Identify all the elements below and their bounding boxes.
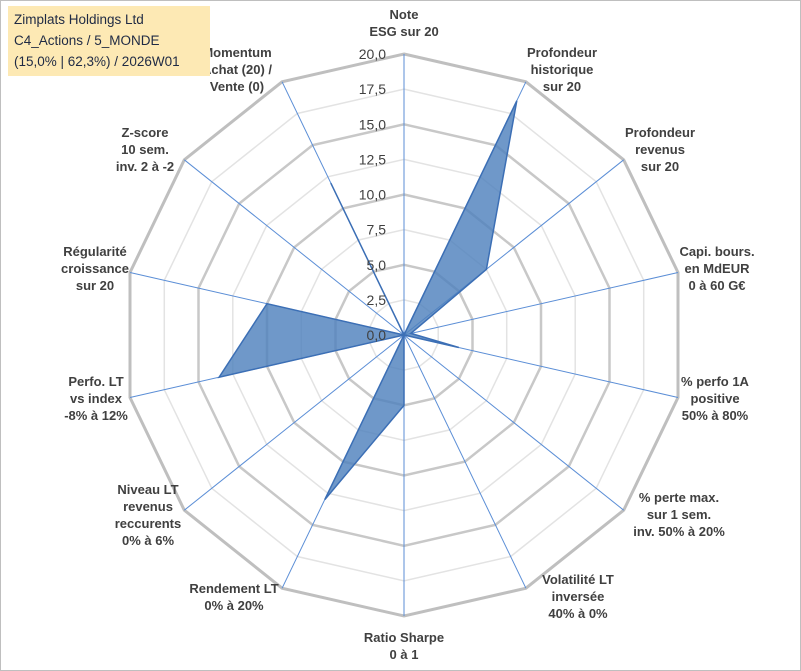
axis-label-6-line-2: sur 1 sem.: [647, 507, 711, 522]
axis-label-1-line-1: Note: [390, 7, 419, 22]
tick-label-1: 2,5: [367, 292, 387, 308]
axis-label-11-line-3: -8% à 12%: [64, 408, 128, 423]
axis-label-12-line-1: Régularité: [63, 244, 127, 259]
axis-label-11-line-2: vs index: [70, 391, 123, 406]
axis-label-6-line-1: % perte max.: [639, 490, 719, 505]
axis-label-13-line-1: Z-score: [122, 125, 169, 140]
axis-label-14-line-3: Vente (0): [210, 79, 264, 94]
axis-label-14-line-1: Momentum: [202, 45, 271, 60]
title-line-stats: (15,0% | 62,3%) / 2026W01: [14, 54, 180, 69]
series-area-1: [217, 100, 518, 501]
axis-label-8-line-1: Ratio Sharpe: [364, 630, 444, 645]
axis-label-9-line-1: Rendement LT: [189, 581, 278, 596]
axis-label-10-line-4: 0% à 6%: [122, 533, 174, 548]
tick-label-4: 10,0: [359, 187, 386, 203]
title-line-company: Zimplats Holdings Ltd: [14, 12, 144, 27]
axis-label-11-line-1: Perfo. LT: [68, 374, 123, 389]
axis-label-10-line-3: reccurents: [115, 516, 181, 531]
axis-label-10-line-1: Niveau LT: [117, 482, 178, 497]
axis-spoke-13: [183, 159, 405, 336]
tick-label-8: 20,0: [359, 46, 386, 62]
axis-spoke-10: [183, 334, 405, 511]
title-line-category: C4_Actions / 5_MONDE: [14, 33, 160, 48]
axis-label-13-line-3: inv. 2 à -2: [116, 159, 174, 174]
axis-label-5-line-1: % perfo 1A: [681, 374, 750, 389]
axis-label-8-line-2: 0 à 1: [390, 647, 419, 662]
axis-label-7-line-2: inversée: [552, 589, 605, 604]
axis-label-3-line-2: revenus: [635, 142, 685, 157]
axis-label-2-line-1: Profondeur: [527, 45, 597, 60]
axis-label-5-line-3: 50% à 80%: [682, 408, 749, 423]
axis-label-5-line-2: positive: [690, 391, 739, 406]
axis-label-3-line-3: sur 20: [641, 159, 679, 174]
axis-label-6-line-3: inv. 50% à 20%: [633, 524, 725, 539]
axis-label-7-line-1: Volatilité LT: [542, 572, 614, 587]
axis-label-10-line-2: revenus: [123, 499, 173, 514]
tick-label-2: 5,0: [367, 257, 387, 273]
axis-label-4-line-2: en MdEUR: [685, 261, 751, 276]
axis-spoke-7: [403, 334, 527, 589]
axis-label-1-line-2: ESG sur 20: [369, 24, 438, 39]
tick-label-6: 15,0: [359, 116, 386, 132]
axis-label-9-line-2: 0% à 20%: [204, 598, 264, 613]
axis-label-7-line-3: 40% à 0%: [548, 606, 608, 621]
axis-label-4-line-1: Capi. bours.: [679, 244, 754, 259]
tick-label-0: 0,0: [367, 327, 387, 343]
tick-label-5: 12,5: [359, 151, 386, 167]
axis-label-2-line-2: historique: [531, 62, 594, 77]
tick-label-7: 17,5: [359, 81, 386, 97]
axis-spoke-4: [403, 272, 679, 336]
axis-label-3-line-1: Profondeur: [625, 125, 695, 140]
radar-series: [217, 100, 518, 501]
tick-label-3: 7,5: [367, 222, 387, 238]
axis-label-12-line-2: croissance: [61, 261, 129, 276]
axis-label-4-line-3: 0 à 60 G€: [688, 278, 745, 293]
axis-label-14-line-2: Achat (20) /: [202, 62, 272, 77]
axis-label-13-line-2: 10 sem.: [121, 142, 169, 157]
axis-label-2-line-3: sur 20: [543, 79, 581, 94]
axis-spoke-6: [403, 334, 625, 511]
radar-axis-labels: Note ESG sur 20 Profondeur historique sur 20…: [61, 7, 755, 662]
chart-title-box: Zimplats Holdings Ltd C4_Actions / 5_MON…: [8, 6, 210, 76]
axis-label-12-line-3: sur 20: [76, 278, 114, 293]
radar-tick-labels: 0,0 2,5 5,0 7,5 10,0 12,5 15,0 17,5 20,0: [359, 46, 386, 343]
